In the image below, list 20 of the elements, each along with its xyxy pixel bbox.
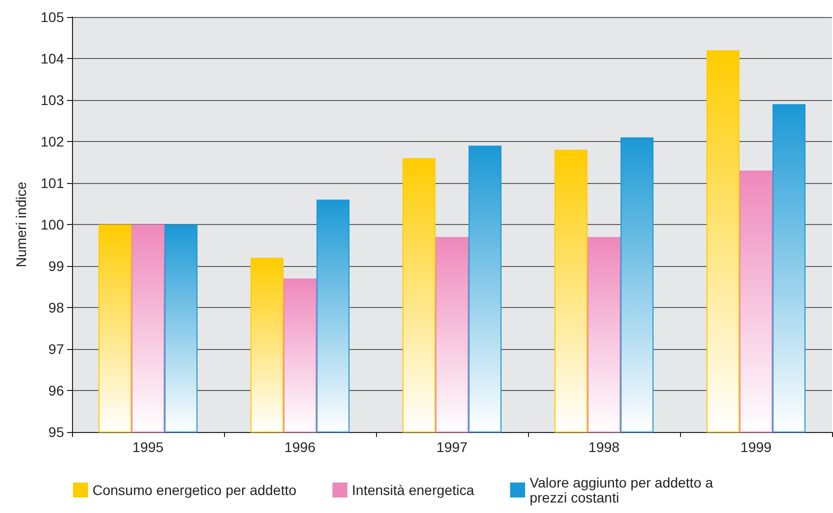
y-tick-label: 103 <box>40 92 64 108</box>
legend-label: Consumo energetico per addetto <box>92 482 297 498</box>
y-tick-label: 98 <box>48 300 64 316</box>
y-tick-label: 97 <box>48 341 64 357</box>
y-tick-label: 101 <box>40 175 64 191</box>
legend-label: Valore aggiunto per addetto a prezzi costanti <box>530 474 717 506</box>
x-tick-label: 1997 <box>436 439 468 455</box>
x-tick-label: 1999 <box>740 439 772 455</box>
x-tick-label: 1995 <box>132 439 164 455</box>
legend-label: Intensità energetica <box>352 482 474 498</box>
y-tick-label: 105 <box>40 9 64 25</box>
y-axis-title: Numeri indice <box>13 181 29 268</box>
y-tick-label: 102 <box>40 134 64 150</box>
y-tick-label: 104 <box>40 50 64 66</box>
y-tick-label: 99 <box>48 258 64 274</box>
y-tick-label: 100 <box>40 216 64 232</box>
y-tick-label: 96 <box>48 382 64 398</box>
y-tick-label: 95 <box>48 424 64 440</box>
x-tick-label: 1996 <box>284 439 316 455</box>
x-tick-label: 1998 <box>588 439 620 455</box>
